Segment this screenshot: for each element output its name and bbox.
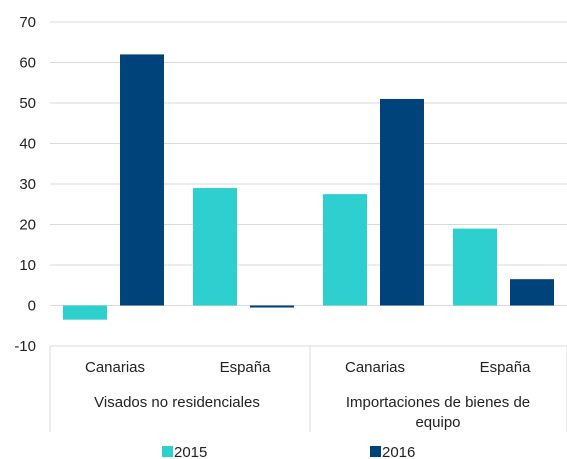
bar-2015-2 xyxy=(323,194,367,306)
legend-label-2016: 2016 xyxy=(382,444,415,459)
x-group-label-line: equipo xyxy=(415,414,460,431)
y-tick-label: -10 xyxy=(14,338,36,355)
bar-2015-3 xyxy=(453,228,497,306)
y-tick-label: 10 xyxy=(19,257,36,274)
y-tick-label: 30 xyxy=(19,176,36,193)
x-group-label: Importaciones de bienes de equipo xyxy=(346,394,530,431)
x-category-label: España xyxy=(480,359,532,376)
legend-swatch-2015 xyxy=(162,446,173,457)
y-axis: -10 0 10 20 30 40 50 60 70 xyxy=(14,14,36,355)
y-tick-label: 0 xyxy=(28,298,36,315)
x-category-label: España xyxy=(220,359,272,376)
y-tick-label: 70 xyxy=(19,14,36,31)
bar-2015-1 xyxy=(193,188,237,306)
bar-2016-1 xyxy=(250,305,294,308)
x-group-label-line: Importaciones de bienes de xyxy=(346,394,530,411)
bar-2016-2 xyxy=(380,98,424,306)
x-category-label: Canarias xyxy=(85,359,145,376)
legend: 2015 2016 xyxy=(162,444,415,459)
legend-label-2015: 2015 xyxy=(174,444,207,459)
bar-2015-0 xyxy=(63,305,107,320)
legend-swatch-2016 xyxy=(370,446,381,457)
y-tick-label: 50 xyxy=(19,95,36,112)
y-tick-label: 60 xyxy=(19,55,36,72)
bar-2016-0 xyxy=(120,54,164,306)
y-tick-label: 40 xyxy=(19,136,36,153)
x-category-label: Canarias xyxy=(345,359,405,376)
x-group-label: Visados no residenciales xyxy=(94,394,260,411)
bar-2016-3 xyxy=(510,279,554,306)
bars xyxy=(63,54,554,320)
x-axis: Canarias España Canarias España Visados no r… xyxy=(49,346,567,432)
y-tick-label: 20 xyxy=(19,217,36,234)
